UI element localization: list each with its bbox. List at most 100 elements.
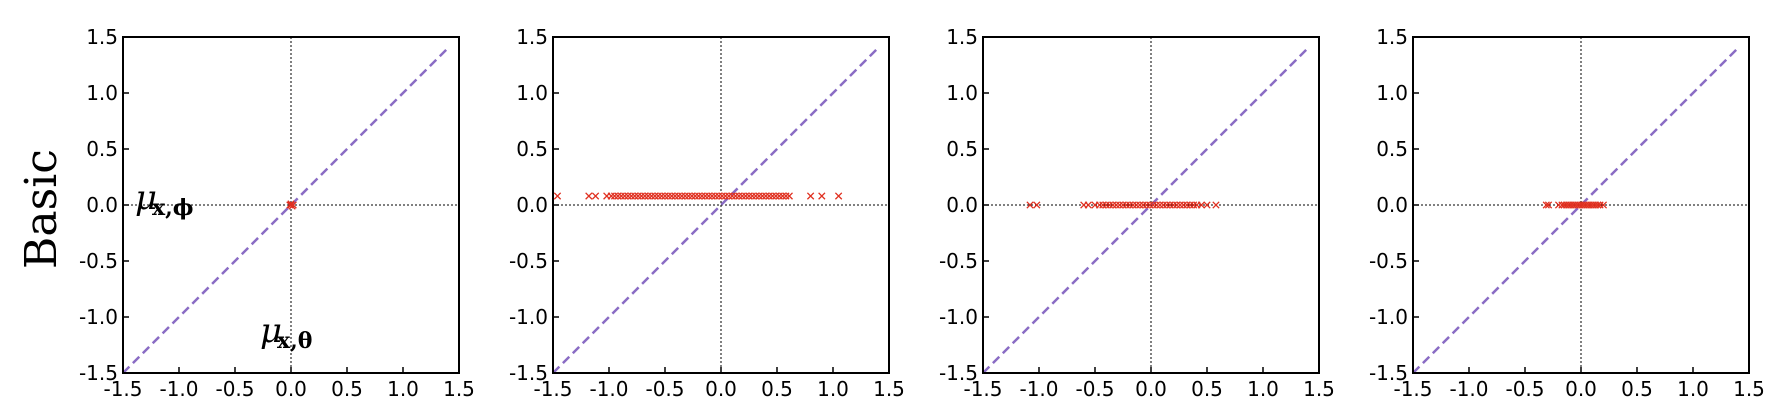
row-label: Basic (16, 149, 67, 269)
y-tick-label: -0.5 (509, 249, 548, 273)
x-tick-label: 0.0 (1135, 377, 1167, 401)
data-point (1026, 201, 1034, 209)
x-tick-label: -0.5 (1505, 377, 1544, 401)
data-point (755, 192, 763, 200)
data-point (654, 192, 662, 200)
data-point (1084, 201, 1092, 209)
data-point (631, 192, 639, 200)
x-tick-label: 0.0 (705, 377, 737, 401)
data-point (674, 192, 683, 200)
x-tick-label: -1.5 (533, 377, 572, 401)
data-point (738, 192, 746, 200)
y-tick-label: -0.5 (79, 249, 118, 273)
x-tick-label: -1.0 (159, 377, 198, 401)
scatter-panel-1: -1.5 -1.0 -0.5 0.0 0.5 1.0 1.5 1.5 1.0 0.5 0.0 -0.5… (79, 25, 475, 401)
y-tick-label: 0.0 (1376, 193, 1408, 217)
data-point (684, 192, 693, 200)
panels: -1.5 -1.0 -0.5 0.0 0.5 1.0 1.5 1.5 1.0 0.5 0.0 -0.5… (79, 25, 1765, 401)
data-point (762, 192, 770, 200)
data-point (1542, 201, 1550, 209)
data-point (664, 192, 673, 200)
identity-diagonal-line (122, 47, 449, 374)
data-point (758, 192, 767, 200)
y-tick-label: 1.0 (1376, 81, 1408, 105)
y-tick-label: 0.5 (1376, 137, 1408, 161)
y-annotation-subscript: x,ϕ (152, 195, 194, 221)
y-tick-label: -1.5 (79, 361, 118, 385)
data-point (694, 192, 703, 200)
data-point (287, 201, 295, 209)
data-point (1033, 201, 1041, 209)
x-tick-label: 1.0 (817, 377, 849, 401)
data-point (627, 192, 636, 200)
scatter-panel-2: -1.5 -1.0 -0.5 0.0 0.5 1.0 1.5 1.5 1.0 0.5 0.0 -0.5… (509, 25, 905, 401)
x-tick-label: 0.0 (275, 377, 307, 401)
data-point (741, 192, 750, 200)
x-tick-label: -1.5 (1393, 377, 1432, 401)
y-tick-label: 1.5 (946, 25, 978, 49)
x-tick-label: 1.0 (1247, 377, 1279, 401)
y-tick-label: 1.5 (516, 25, 548, 49)
x-tick-label: 0.5 (1621, 377, 1653, 401)
data-point (691, 192, 699, 200)
data-point (1159, 201, 1167, 209)
data-point (678, 192, 686, 200)
x-tick-label: 1.5 (873, 377, 905, 401)
data-point (731, 192, 740, 200)
y-annotation-mu: μ (135, 178, 157, 218)
data-point (778, 192, 787, 200)
data-point (721, 192, 730, 200)
data-point (1095, 201, 1104, 209)
data-point (651, 192, 659, 200)
data-point (1132, 201, 1141, 209)
x-annotation-subscript: x,θ (277, 328, 312, 354)
data-point (701, 192, 709, 200)
y-tick-label: -1.0 (1369, 305, 1408, 329)
x-tick-label: -1.0 (1449, 377, 1488, 401)
data-point (644, 192, 652, 200)
x-tick-label: -1.0 (589, 377, 628, 401)
data-point (637, 192, 646, 200)
data-point (745, 192, 753, 200)
x-tick-label: -0.5 (645, 377, 684, 401)
data-point (1594, 201, 1602, 209)
data-point (1112, 201, 1120, 209)
y-tick-label: -1.0 (509, 305, 548, 329)
scatter-panel-3: -1.5 -1.0 -0.5 0.0 0.5 1.0 1.5 1.5 1.0 0.5 0.0 -0.5… (939, 25, 1335, 401)
x-tick-label: 1.5 (443, 377, 475, 401)
y-tick-label: -1.5 (939, 361, 978, 385)
data-point (1599, 201, 1608, 209)
data-point (657, 192, 666, 200)
data-point (1152, 201, 1161, 209)
x-tick-label: -1.5 (963, 377, 1002, 401)
data-point (668, 192, 676, 200)
data-point (1115, 201, 1124, 209)
y-tick-label: 0.5 (516, 137, 548, 161)
data-point (671, 192, 679, 200)
data-point (1176, 201, 1184, 209)
x-tick-label: 1.0 (1677, 377, 1709, 401)
data-point (818, 192, 826, 200)
data-point (765, 192, 773, 200)
data-point (705, 192, 713, 200)
x-tick-label: 0.5 (1191, 377, 1223, 401)
data-point (661, 192, 669, 200)
data-point (634, 192, 642, 200)
x-tick-label: -1.0 (1019, 377, 1058, 401)
identity-diagonal-line (552, 47, 879, 374)
x-tick-label: -0.5 (1075, 377, 1114, 401)
x-tick-label: 1.5 (1733, 377, 1765, 401)
y-tick-label: -1.5 (509, 361, 548, 385)
data-point (617, 192, 625, 200)
data-point (1554, 201, 1563, 209)
data-point (1212, 201, 1220, 209)
data-point (725, 192, 733, 200)
y-tick-label: 0.0 (516, 193, 548, 217)
x-tick-label: -0.5 (215, 377, 254, 401)
data-point (748, 192, 757, 200)
data-point (782, 192, 790, 200)
data-point (834, 192, 843, 200)
x-tick-label: 1.0 (387, 377, 419, 401)
y-tick-label: -1.0 (79, 305, 118, 329)
